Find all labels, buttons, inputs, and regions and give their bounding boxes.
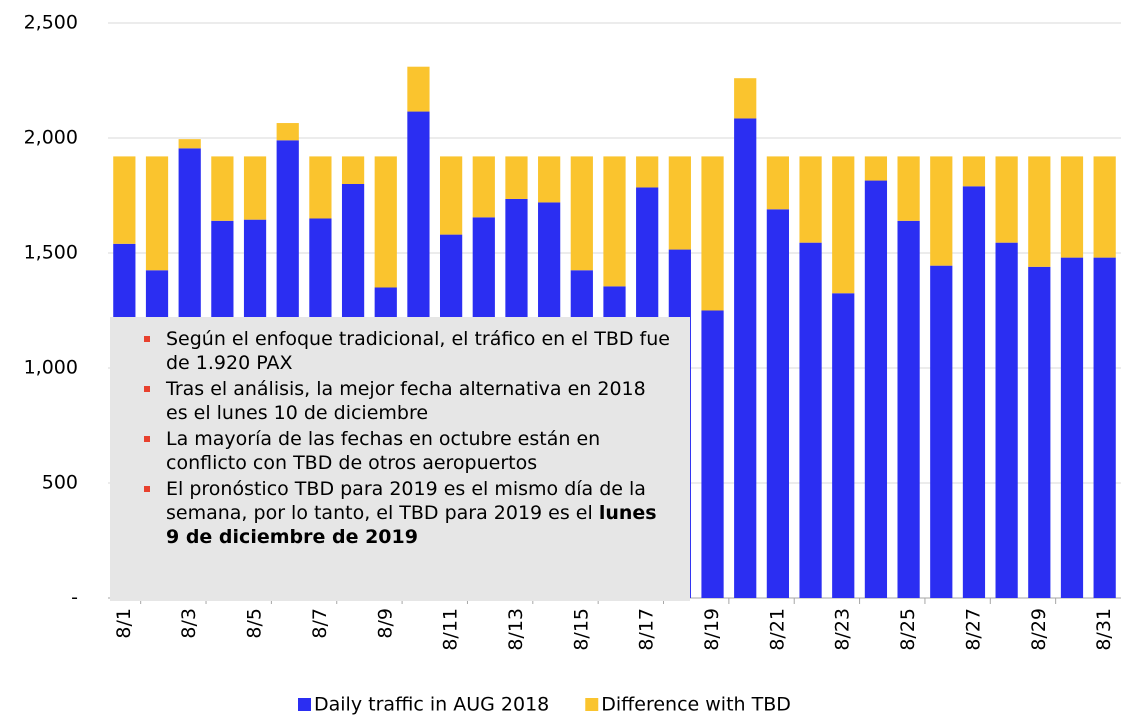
- x-tick-label: 8/31: [1093, 608, 1115, 651]
- bar-segment: [766, 209, 789, 599]
- bar-segment: [734, 118, 757, 598]
- bar-segment: [832, 293, 855, 598]
- note-bold: lunes 9 de diciembre de 2019: [166, 502, 657, 548]
- bar-segment: [1028, 156, 1051, 267]
- y-tick-label: 2,000: [24, 127, 78, 149]
- notes-box: Según el enfoque tradicional, el tráfico…: [110, 317, 690, 601]
- bar-segment: [799, 242, 822, 598]
- y-tick-label: -: [71, 587, 78, 609]
- legend-label: Difference with TBD: [601, 694, 791, 716]
- note-text: Según el enfoque tradicional, el tráfico…: [166, 328, 670, 374]
- note: La mayoría de las fechas en octubre está…: [144, 427, 670, 475]
- x-tick-label: 8/1: [113, 608, 135, 639]
- bar-segment: [832, 156, 855, 294]
- bar-segment: [407, 66, 430, 112]
- bar-segment: [538, 156, 561, 203]
- x-tick-label: 8/27: [962, 608, 984, 651]
- bar-segment: [570, 156, 593, 271]
- bar-segment: [864, 180, 888, 599]
- bar-segment: [1060, 156, 1084, 258]
- bar-segment: [1060, 257, 1084, 598]
- x-tick-label: 8/15: [570, 608, 592, 651]
- bar-segment: [113, 156, 136, 244]
- bar-segment: [930, 265, 953, 598]
- bar-segment: [668, 156, 691, 250]
- bar-segment: [178, 139, 201, 149]
- x-tick-label: 8/13: [505, 608, 527, 651]
- note-text: La mayoría de las fechas en octubre está…: [166, 428, 601, 474]
- bar-segment: [864, 156, 888, 181]
- legend: Daily traffic in AUG 2018 Difference with…: [298, 694, 791, 716]
- x-tick-label: 8/7: [309, 608, 331, 639]
- bar-segment: [962, 156, 986, 187]
- note-text: Tras el análisis, la mejor fecha alterna…: [166, 378, 646, 424]
- y-tick-label: 1,000: [24, 357, 78, 379]
- x-tick-label: 8/9: [374, 608, 396, 639]
- note: Tras el análisis, la mejor fecha alterna…: [144, 377, 670, 425]
- x-tick-label: 8/5: [244, 608, 266, 639]
- bar-segment: [734, 78, 757, 119]
- x-tick-label: 8/11: [440, 608, 462, 651]
- bar-segment: [1093, 257, 1116, 598]
- bar-segment: [995, 242, 1018, 598]
- y-tick-label: 500: [42, 472, 78, 494]
- bar-segment: [145, 156, 169, 271]
- note: Según el enfoque tradicional, el tráfico…: [144, 327, 670, 375]
- legend-swatch: [585, 698, 599, 711]
- bar-segment: [309, 156, 332, 219]
- bar-segment: [930, 156, 953, 266]
- bar-segment: [897, 220, 920, 599]
- x-tick-label: 8/21: [766, 608, 788, 651]
- bar-segment: [276, 123, 299, 141]
- bar-segment: [505, 156, 528, 199]
- x-tick-label: 8/3: [178, 608, 200, 639]
- bar-segment: [766, 156, 789, 210]
- note-text: El pronóstico TBD para 2019 es el mismo …: [166, 478, 646, 524]
- y-tick-label: 1,500: [24, 242, 78, 264]
- x-tick-label: 8/25: [897, 608, 919, 651]
- bar-segment: [995, 156, 1018, 243]
- bar-segment: [243, 156, 267, 220]
- x-tick-label: 8/17: [636, 608, 658, 651]
- bar-segment: [701, 156, 724, 311]
- y-tick-label: 2,500: [24, 12, 78, 34]
- bar-segment: [211, 156, 234, 221]
- bar-segment: [341, 156, 365, 184]
- bar-segment: [701, 310, 724, 598]
- bar-segment: [374, 156, 397, 288]
- bar-segment: [897, 156, 920, 221]
- notes-list: Según el enfoque tradicional, el tráfico…: [138, 327, 670, 549]
- bar-segment: [636, 156, 659, 188]
- bar-segment: [440, 156, 463, 235]
- x-tick-label: 8/23: [832, 608, 854, 651]
- bar-segment: [472, 156, 495, 218]
- legend-swatch: [298, 698, 311, 711]
- x-tick-label: 8/29: [1028, 608, 1050, 651]
- bar-segment: [962, 186, 986, 599]
- bar-segment: [799, 156, 822, 243]
- note: El pronóstico TBD para 2019 es el mismo …: [144, 477, 670, 549]
- legend-label: Daily traffic in AUG 2018: [314, 694, 549, 716]
- bar-segment: [603, 156, 626, 287]
- x-tick-label: 8/19: [701, 608, 723, 651]
- bar-segment: [1093, 156, 1116, 258]
- bar-segment: [1028, 266, 1051, 598]
